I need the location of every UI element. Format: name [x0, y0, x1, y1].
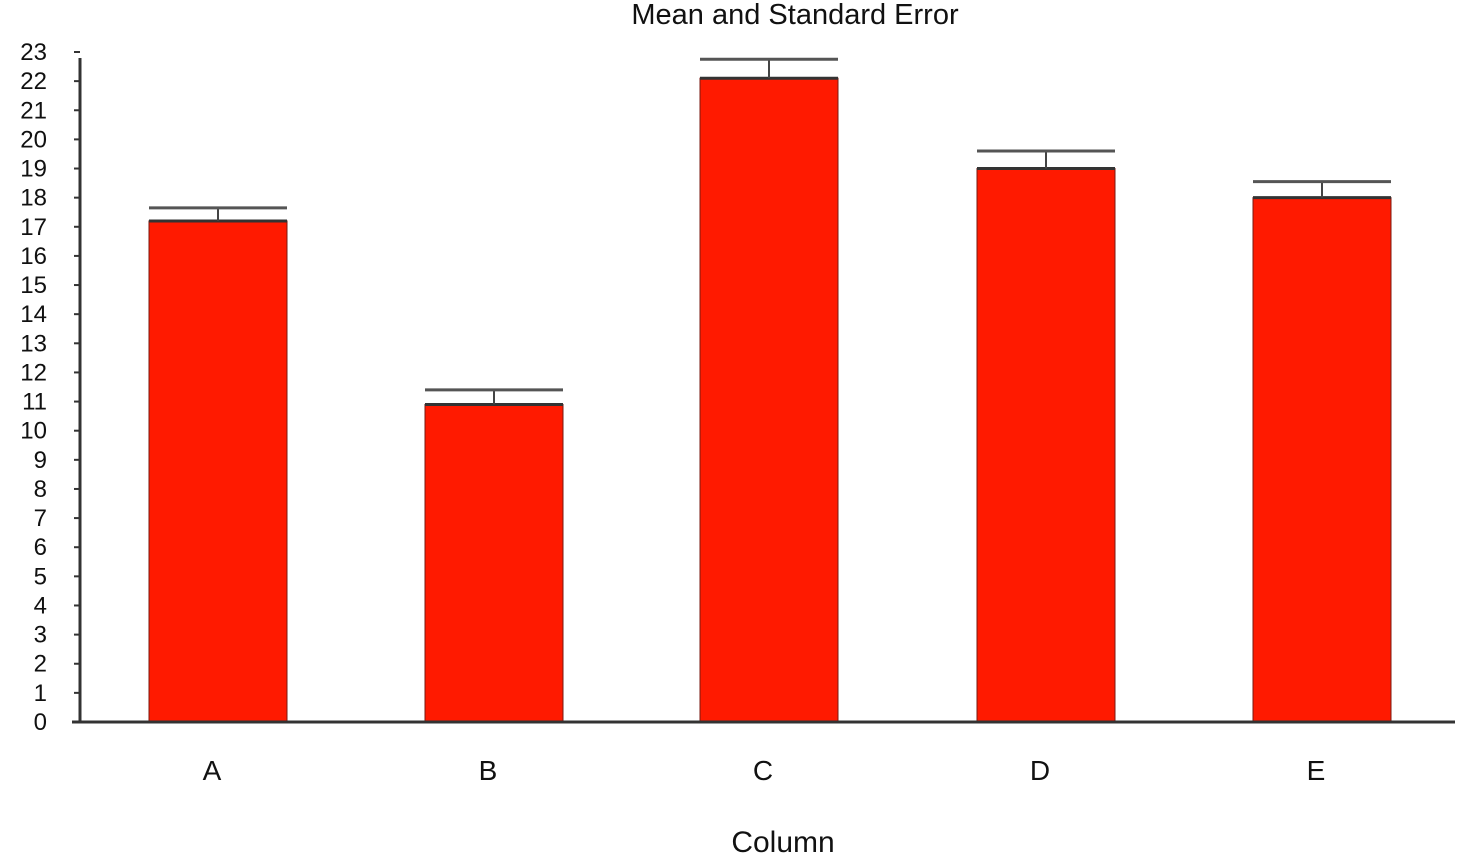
bar-d: [976, 168, 1116, 723]
y-tick-label: 7: [34, 505, 47, 532]
bar-c: [699, 77, 839, 723]
y-tick-label: 11: [22, 389, 47, 416]
x-tick-label: C: [753, 755, 773, 786]
x-tick-label: B: [479, 755, 498, 786]
y-tick-label: 19: [20, 156, 47, 183]
x-tick-label: E: [1307, 755, 1326, 786]
y-tick-label: 12: [20, 359, 47, 386]
bars-layer: [148, 76, 1392, 723]
y-tick-label: 13: [20, 330, 47, 357]
y-tick-label: 20: [20, 126, 47, 153]
y-tick-label: 4: [34, 592, 47, 619]
bar-e: [1252, 197, 1392, 723]
y-tick-label: 10: [20, 418, 47, 445]
chart-title: Mean and Standard Error: [631, 0, 959, 31]
y-tick-label: 22: [20, 68, 47, 95]
y-tick-label: 6: [34, 534, 47, 561]
x-category-labels: A B C D E: [203, 755, 1326, 786]
y-tick-label: 2: [34, 651, 47, 678]
y-tick-label: 9: [34, 447, 47, 474]
y-tick-label: 21: [20, 97, 47, 124]
x-tick-label: A: [203, 755, 222, 786]
y-tick-label: 5: [34, 563, 47, 590]
y-tick-label: 0: [34, 709, 47, 736]
y-tick-label: 16: [20, 243, 47, 270]
y-tick-label: 14: [20, 301, 47, 328]
y-tick-label: 8: [34, 476, 47, 503]
error-bars-layer: [149, 57, 1391, 405]
bar-b: [424, 403, 564, 723]
y-tick-label: 18: [20, 185, 47, 212]
x-axis-label: Column: [731, 826, 834, 856]
y-tick-label: 15: [20, 272, 47, 299]
y-tick-label: 17: [20, 214, 47, 241]
y-tick-label: 23: [20, 39, 47, 66]
y-tick-label: 3: [34, 622, 47, 649]
bar-a: [148, 220, 288, 723]
x-tick-label: D: [1030, 755, 1050, 786]
y-tick-label: 1: [34, 680, 47, 707]
